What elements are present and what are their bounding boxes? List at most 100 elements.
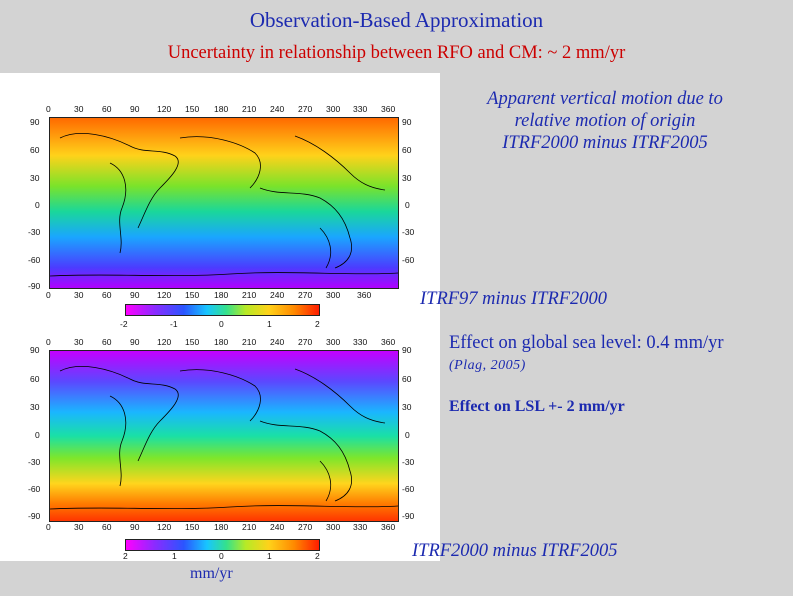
y-tick-right: 30 — [402, 402, 412, 412]
colorbar-tick: 0 — [219, 319, 224, 329]
y-tick: 90 — [30, 345, 40, 355]
x-tick: 270 — [298, 104, 313, 114]
x-tick-bottom: 0 — [46, 290, 51, 300]
y-tick: -60 — [28, 255, 41, 265]
x-tick: 90 — [130, 337, 140, 347]
x-tick: 30 — [74, 104, 84, 114]
x-tick: 60 — [102, 337, 112, 347]
y-tick: -30 — [28, 457, 41, 467]
x-tick: 150 — [185, 104, 200, 114]
x-tick-bottom: 0 — [46, 522, 51, 532]
x-tick: 90 — [130, 104, 140, 114]
x-tick-bottom: 150 — [185, 290, 200, 300]
map-itrf97-minus-itrf2000 — [49, 350, 399, 522]
x-tick: 360 — [381, 337, 396, 347]
slide-title: Observation-Based Approximation — [249, 8, 544, 32]
y-tick-right: 0 — [405, 430, 410, 440]
itrf97-label: ITRF97 minus ITRF2000 — [420, 289, 608, 309]
colorbar-tick: 1 — [267, 319, 272, 329]
y-tick: -30 — [28, 227, 41, 237]
x-tick-bottom: 60 — [102, 522, 112, 532]
y-tick: 60 — [30, 145, 40, 155]
colorbar-bottom — [125, 539, 320, 551]
x-tick-bottom: 270 — [298, 522, 313, 532]
colorbar-tick: -1 — [170, 319, 178, 329]
note-line: ITRF2000 minus ITRF2005 — [502, 133, 708, 153]
x-tick: 300 — [326, 104, 341, 114]
x-tick-bottom: 30 — [74, 522, 84, 532]
y-tick: 30 — [30, 402, 40, 412]
y-tick-right: 0 — [405, 200, 410, 210]
y-tick-right: -60 — [402, 255, 415, 265]
y-tick: 0 — [35, 430, 40, 440]
x-tick-bottom: 300 — [326, 522, 341, 532]
y-tick: 0 — [35, 200, 40, 210]
x-tick-bottom: 120 — [157, 522, 172, 532]
coastline-outline-bottom — [50, 366, 398, 510]
x-tick-bottom: 270 — [298, 290, 313, 300]
y-tick-right: -60 — [402, 484, 415, 494]
x-tick: 120 — [157, 104, 172, 114]
x-tick-bottom: 360 — [357, 290, 372, 300]
coastline-outline-top — [50, 133, 398, 277]
y-tick: 90 — [30, 117, 40, 127]
x-tick-bottom: 90 — [130, 522, 140, 532]
x-tick-bottom: 210 — [242, 290, 257, 300]
x-tick: 180 — [214, 337, 229, 347]
colorbar-tick: 2 — [315, 319, 320, 329]
units-label: mm/yr — [190, 565, 233, 582]
y-tick: -90 — [28, 511, 41, 521]
x-tick-bottom: 300 — [326, 290, 341, 300]
x-tick-bottom: 90 — [130, 290, 140, 300]
x-tick: 330 — [353, 337, 368, 347]
y-tick-right: -90 — [402, 511, 415, 521]
colorbar-tick: 2 — [315, 551, 320, 561]
map-itrf2000-minus-itrf2005 — [49, 117, 399, 289]
colorbar-tick: 2 — [123, 551, 128, 561]
y-tick-right: 60 — [402, 374, 412, 384]
x-tick-bottom: 60 — [102, 290, 112, 300]
colorbar-tick: 1 — [267, 551, 272, 561]
note-line: Apparent vertical motion due to — [487, 89, 723, 109]
x-tick: 150 — [185, 337, 200, 347]
x-tick: 60 — [102, 104, 112, 114]
colorbar-tick: -2 — [120, 319, 128, 329]
y-tick-right: 60 — [402, 145, 412, 155]
lsl-effect: Effect on LSL +- 2 mm/yr — [449, 398, 625, 415]
x-tick-bottom: 180 — [214, 290, 229, 300]
colorbar-tick: 1 — [172, 551, 177, 561]
y-tick-right: -30 — [402, 457, 415, 467]
x-tick: 240 — [270, 104, 285, 114]
x-tick: 210 — [242, 337, 257, 347]
x-tick: 300 — [326, 337, 341, 347]
x-tick-bottom: 240 — [270, 290, 285, 300]
colorbar-top — [125, 304, 320, 316]
x-tick: 180 — [214, 104, 229, 114]
x-tick-bottom: 330 — [353, 522, 368, 532]
x-tick-bottom: 150 — [185, 522, 200, 532]
y-tick-right: 90 — [402, 117, 412, 127]
x-tick: 210 — [242, 104, 257, 114]
x-tick: 30 — [74, 337, 84, 347]
y-tick-right: -30 — [402, 227, 415, 237]
x-tick: 270 — [298, 337, 313, 347]
x-tick-bottom: 240 — [270, 522, 285, 532]
y-tick: -90 — [28, 281, 41, 291]
apparent-motion-note: Apparent vertical motion due to relative… — [445, 88, 765, 154]
x-tick: 0 — [46, 104, 51, 114]
y-tick-right: 90 — [402, 345, 412, 355]
figure-panel-extension — [418, 287, 440, 561]
x-tick: 330 — [353, 104, 368, 114]
x-tick: 360 — [381, 104, 396, 114]
bottom-map-label: ITRF2000 minus ITRF2005 — [412, 541, 618, 561]
x-tick-bottom: 360 — [381, 522, 396, 532]
y-tick: 60 — [30, 374, 40, 384]
x-tick: 240 — [270, 337, 285, 347]
x-tick-bottom: 180 — [214, 522, 229, 532]
x-tick-bottom: 30 — [74, 290, 84, 300]
x-tick-bottom: 210 — [242, 522, 257, 532]
colorbar-tick: 0 — [219, 551, 224, 561]
note-line: relative motion of origin — [514, 111, 696, 131]
y-tick: -60 — [28, 484, 41, 494]
x-tick: 120 — [157, 337, 172, 347]
